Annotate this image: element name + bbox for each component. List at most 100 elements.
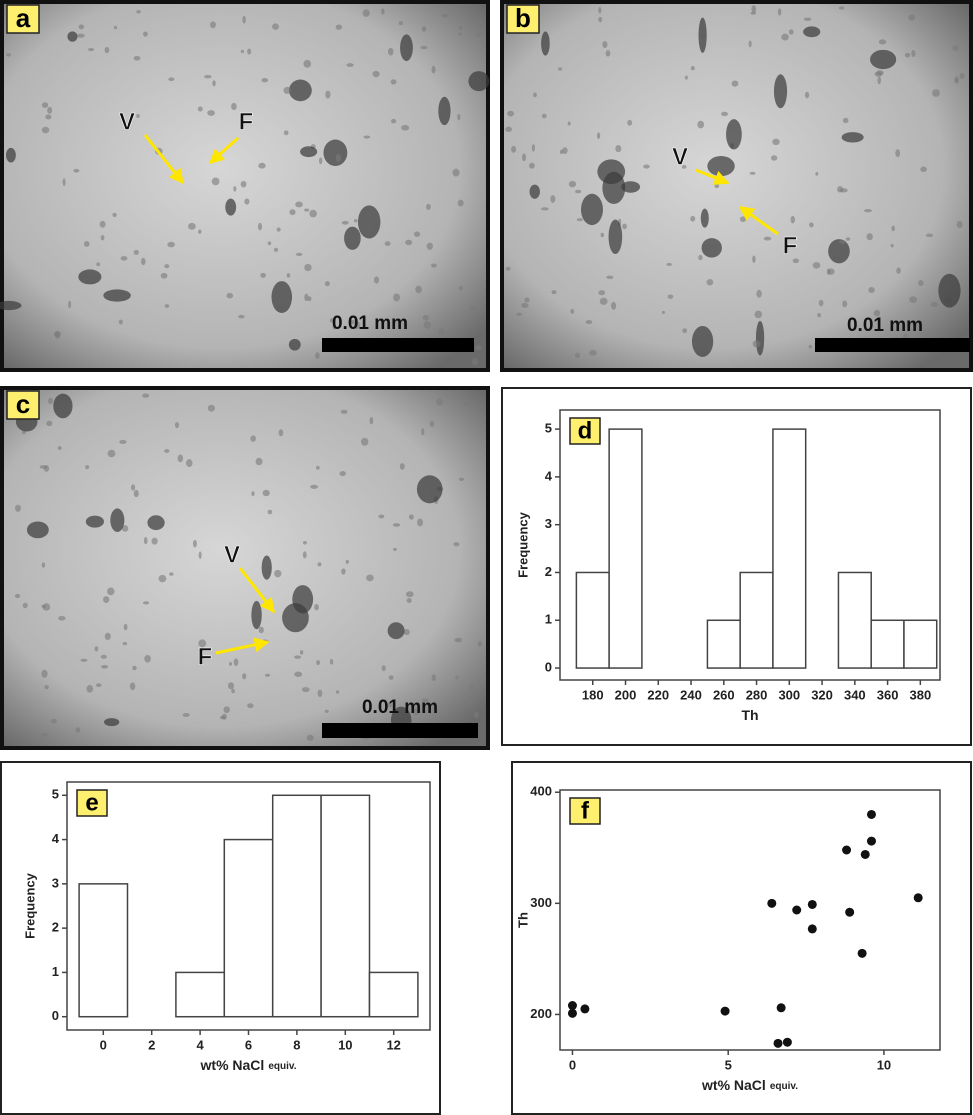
inclusion [393, 548, 397, 551]
inclusion [295, 201, 303, 207]
inclusion [817, 313, 821, 317]
inclusion [346, 63, 353, 67]
inclusion [891, 226, 895, 232]
inclusion [302, 687, 310, 692]
inclusion [63, 178, 66, 186]
inclusion [926, 233, 933, 237]
inclusion [304, 294, 308, 302]
x-tick-label: 2 [148, 1037, 155, 1052]
inclusion [341, 410, 348, 414]
inclusion [325, 281, 330, 286]
inclusion [45, 114, 51, 119]
y-tick-label: 5 [52, 787, 59, 802]
inclusion [159, 575, 167, 582]
inclusion [622, 224, 627, 230]
point [568, 1001, 577, 1010]
inclusion [721, 112, 728, 116]
inclusion [318, 690, 323, 698]
inclusion [364, 135, 371, 138]
point [867, 810, 876, 819]
inclusion [344, 227, 361, 250]
inclusion [96, 262, 100, 266]
inclusion [110, 508, 124, 532]
x-tick-label: 5 [725, 1057, 732, 1072]
inclusion [414, 231, 420, 237]
bar [838, 572, 871, 668]
inclusion [771, 155, 777, 161]
inclusion [296, 253, 302, 256]
inclusion [317, 562, 321, 566]
inclusion [294, 655, 301, 658]
y-tick-label: 3 [52, 875, 59, 890]
inclusion [455, 676, 458, 680]
y-tick-label: 2 [52, 920, 59, 935]
inclusion [341, 568, 345, 574]
y-tick-label: 0 [52, 1008, 59, 1023]
inclusion [256, 458, 263, 466]
x-tick-label: 220 [647, 687, 669, 702]
x-tick-label: 360 [877, 687, 899, 702]
bar [321, 795, 369, 1016]
inclusion [289, 339, 301, 351]
inclusion [789, 29, 794, 34]
inclusion [957, 221, 963, 228]
x-tick-label: 240 [680, 687, 702, 702]
inclusion [391, 119, 396, 123]
inclusion [354, 219, 358, 222]
inclusion [310, 485, 318, 489]
inclusion [143, 601, 149, 604]
inclusion [27, 521, 49, 538]
inclusion [726, 119, 742, 149]
inclusion [459, 478, 464, 481]
inclusion [212, 177, 220, 185]
inclusion [453, 542, 459, 546]
x-tick-label: 6 [245, 1037, 252, 1052]
inclusion [875, 72, 883, 77]
y-tick-label: 2 [545, 564, 552, 579]
inclusion [815, 172, 818, 176]
inclusion [300, 650, 303, 655]
inclusion [316, 466, 320, 470]
x-tick-label: 0 [569, 1057, 576, 1072]
inclusion [103, 289, 130, 301]
inclusion [40, 465, 48, 469]
inclusion [764, 237, 771, 241]
marker-label: F [239, 108, 254, 135]
inclusion [569, 181, 576, 188]
inclusion [562, 147, 567, 154]
inclusion [575, 190, 581, 194]
inclusion [47, 107, 52, 114]
inclusion [879, 39, 886, 44]
point [777, 1003, 786, 1012]
point [867, 837, 876, 846]
inclusion [204, 75, 212, 78]
inclusion [303, 541, 307, 545]
scale-bar-label: 0.01 mm [332, 313, 408, 334]
x-tick-label: 380 [909, 687, 931, 702]
inclusion [315, 352, 320, 359]
inclusion [107, 588, 114, 596]
inclusion [169, 572, 173, 575]
inclusion [42, 127, 49, 134]
inclusion [909, 296, 917, 303]
inclusion [691, 66, 695, 70]
x-axis-label-main: wt% NaCl [200, 1057, 265, 1073]
inclusion [134, 56, 141, 61]
marker-label: V [672, 143, 688, 170]
inclusion [421, 428, 424, 435]
inclusion [258, 163, 265, 169]
inclusion [136, 10, 140, 13]
inclusion [685, 76, 688, 80]
inclusion [424, 321, 431, 329]
inclusion [165, 304, 170, 308]
inclusion [752, 255, 755, 262]
inclusion [682, 328, 687, 333]
inclusion [388, 622, 405, 639]
inclusion [702, 238, 722, 258]
inclusion [198, 106, 203, 111]
inclusion [436, 399, 443, 406]
inclusion [43, 603, 51, 610]
bar [370, 972, 418, 1016]
inclusion [753, 340, 761, 347]
inclusion [643, 165, 650, 169]
